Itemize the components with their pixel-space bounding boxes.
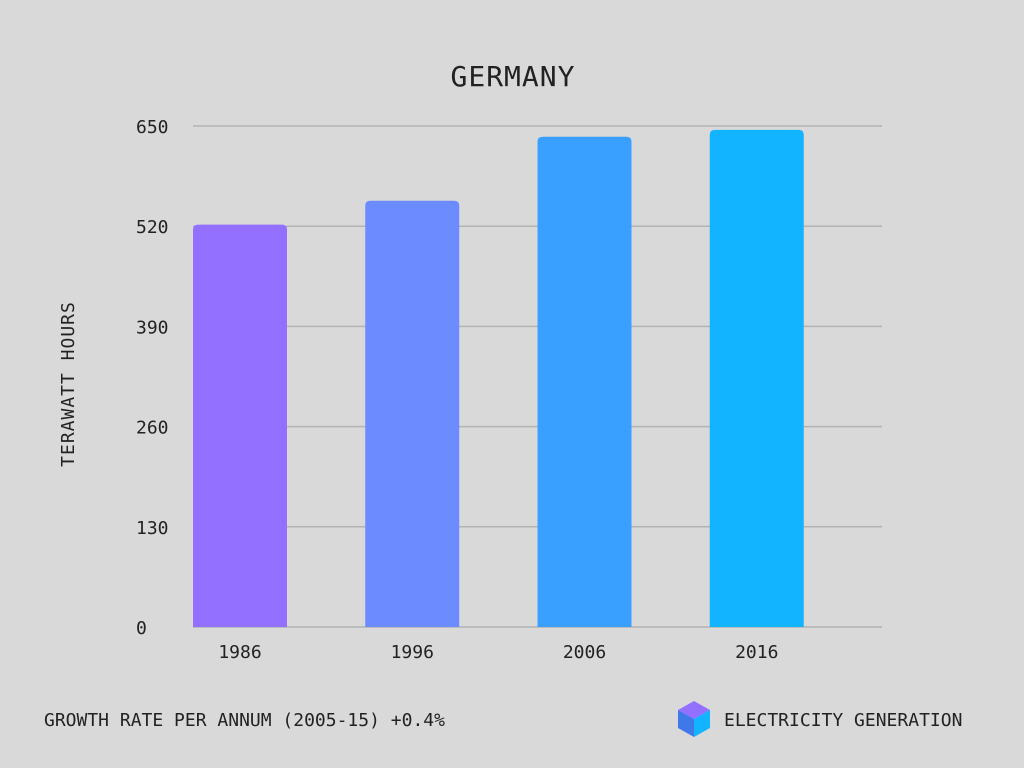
y-tick-label: 390 <box>136 317 169 338</box>
y-tick-label: 0 <box>136 618 147 639</box>
x-tick-label: 1986 <box>218 642 261 663</box>
y-tick-label: 260 <box>136 418 169 439</box>
cube-icon <box>678 701 710 737</box>
y-axis-title: TERAWATT HOURS <box>58 301 79 467</box>
cube-right-face <box>694 710 710 737</box>
x-tick-label: 2006 <box>563 642 606 663</box>
bar-1996 <box>365 200 460 627</box>
y-tick-label: 520 <box>136 217 169 238</box>
bar-1986 <box>193 224 287 628</box>
bars <box>193 129 804 628</box>
growth-rate-text: GROWTH RATE PER ANNUM (2005-15) +0.4% <box>44 710 445 731</box>
chart-title: GERMANY <box>450 60 575 93</box>
x-tick-label: 1996 <box>391 642 434 663</box>
y-axis-tick-labels: 0 130 260 390 520 650 <box>136 117 169 639</box>
bar-2006 <box>537 136 632 627</box>
x-axis-tick-labels: 1986 1996 2006 2016 <box>218 642 778 663</box>
brand-text: ELECTRICITY GENERATION <box>724 710 962 731</box>
x-tick-label: 2016 <box>735 642 778 663</box>
bar-2016 <box>709 129 804 627</box>
cube-left-face <box>678 710 694 737</box>
y-tick-label: 650 <box>136 117 169 138</box>
y-tick-label: 130 <box>136 518 169 539</box>
